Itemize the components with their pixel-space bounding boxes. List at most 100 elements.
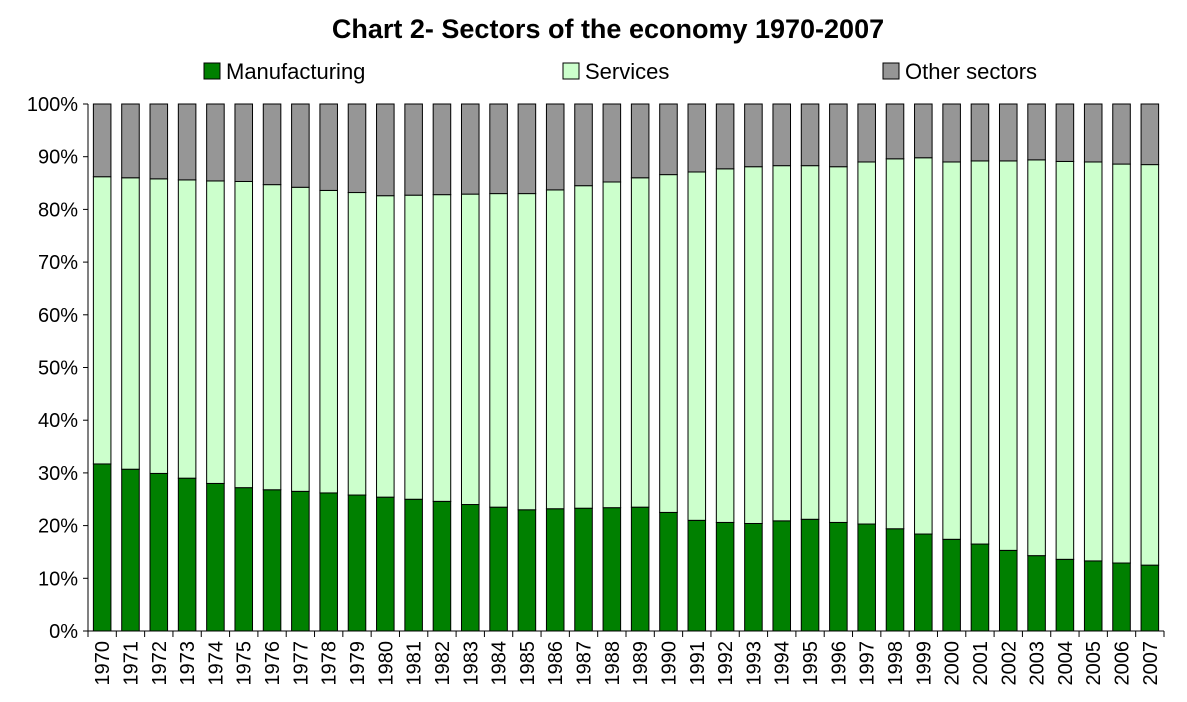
bar-manufacturing xyxy=(206,482,225,632)
bar-other-sectors xyxy=(149,103,169,180)
bar-other-sectors xyxy=(800,103,820,167)
bar-services xyxy=(347,192,367,496)
x-tick-label: 1988 xyxy=(602,641,624,686)
bar-services xyxy=(744,166,763,524)
x-tick-label: 1990 xyxy=(658,641,680,686)
bar-services xyxy=(319,189,338,494)
bar-services xyxy=(545,189,565,510)
bar-services xyxy=(460,193,480,506)
x-tick-label: 1978 xyxy=(319,641,341,686)
bar-manufacturing xyxy=(92,463,112,632)
x-tick-label: 1994 xyxy=(772,641,794,686)
bar-other-sectors xyxy=(772,103,792,167)
bar-services xyxy=(942,161,961,540)
bar-manufacturing xyxy=(574,507,593,632)
bar-manufacturing xyxy=(800,518,820,632)
bar-services xyxy=(1027,159,1046,557)
bar-other-sectors xyxy=(432,103,452,196)
x-tick-label: 1981 xyxy=(404,641,426,686)
bar-other-sectors xyxy=(829,103,848,168)
bar-services xyxy=(1140,164,1160,566)
bar-services xyxy=(800,165,820,520)
bar-manufacturing xyxy=(687,519,707,632)
legend-label: Services xyxy=(585,59,669,84)
bar-services xyxy=(234,180,254,489)
bar-manufacturing xyxy=(404,498,423,632)
bar-services xyxy=(1112,163,1131,564)
bar-other-sectors xyxy=(319,103,338,191)
bar-other-sectors xyxy=(687,103,707,173)
x-tick-label: 1998 xyxy=(885,641,907,686)
y-tick-label: 70% xyxy=(38,252,78,274)
bar-services xyxy=(432,194,452,502)
bar-other-sectors xyxy=(1083,103,1103,163)
bar-services xyxy=(1055,160,1075,560)
y-tick-label: 80% xyxy=(38,199,78,221)
bar-other-sectors xyxy=(659,103,678,176)
x-tick-label: 1997 xyxy=(857,641,879,686)
bar-other-sectors xyxy=(177,103,197,181)
x-tick-label: 1984 xyxy=(489,641,511,686)
x-tick-label: 1979 xyxy=(347,641,369,686)
bar-manufacturing xyxy=(857,523,876,632)
bar-manufacturing xyxy=(829,521,848,632)
legend-label: Manufacturing xyxy=(226,59,365,84)
bar-services xyxy=(630,177,650,508)
bar-other-sectors xyxy=(998,103,1018,162)
legend-swatch xyxy=(203,62,221,80)
bar-manufacturing xyxy=(517,509,537,632)
bar-other-sectors xyxy=(262,103,282,186)
bar-services xyxy=(885,158,905,530)
bar-services xyxy=(857,161,876,525)
bar-manufacturing xyxy=(914,533,933,632)
bar-manufacturing xyxy=(1083,560,1103,632)
x-tick-label: 1999 xyxy=(913,641,935,686)
bar-other-sectors xyxy=(1055,103,1075,162)
bar-manufacturing xyxy=(460,504,480,632)
bar-other-sectors xyxy=(970,103,990,162)
bar-manufacturing xyxy=(262,489,282,632)
bar-services xyxy=(489,193,508,508)
bar-services xyxy=(829,166,848,523)
bar-manufacturing xyxy=(1055,558,1075,632)
bar-manufacturing xyxy=(970,543,990,632)
bar-manufacturing xyxy=(489,506,508,632)
bar-manufacturing xyxy=(376,496,395,632)
bar-other-sectors xyxy=(206,103,225,182)
chart-title: Chart 2- Sectors of the economy 1970-200… xyxy=(332,14,884,44)
bar-manufacturing xyxy=(630,506,650,632)
bar-other-sectors xyxy=(291,103,310,188)
legend-swatch xyxy=(882,62,900,80)
bar-services xyxy=(1083,161,1103,562)
legend: Manufacturing Services Other sectors xyxy=(203,59,1037,84)
y-tick-label: 90% xyxy=(38,147,78,169)
y-tick-label: 100% xyxy=(27,94,78,116)
bar-manufacturing xyxy=(432,500,452,632)
bar-other-sectors xyxy=(885,103,905,160)
bar-services xyxy=(772,165,792,522)
x-tick-label: 1975 xyxy=(234,641,256,686)
x-tick-label: 1977 xyxy=(290,641,312,686)
x-tick-label: 1986 xyxy=(545,641,567,686)
bar-services xyxy=(687,171,707,521)
x-tick-label: 1973 xyxy=(177,641,199,686)
x-tick-label: 1976 xyxy=(262,641,284,686)
bar-other-sectors xyxy=(347,103,367,194)
bar-services xyxy=(659,174,678,513)
bar-manufacturing xyxy=(1140,564,1160,632)
bar-services xyxy=(92,176,112,465)
bar-services xyxy=(291,186,310,492)
bar-manufacturing xyxy=(149,472,169,632)
x-tick-label: 1982 xyxy=(432,641,454,686)
y-tick-label: 30% xyxy=(38,463,78,485)
bar-manufacturing xyxy=(177,477,197,632)
x-tick-label: 2002 xyxy=(998,641,1020,686)
bar-other-sectors xyxy=(517,103,537,195)
bar-services xyxy=(970,160,990,545)
bar-services xyxy=(262,184,282,491)
bar-other-sectors xyxy=(744,103,763,168)
bar-services xyxy=(177,179,197,479)
y-tick-label: 40% xyxy=(38,410,78,432)
x-tick-label: 2007 xyxy=(1140,641,1162,686)
bar-other-sectors xyxy=(376,103,395,197)
